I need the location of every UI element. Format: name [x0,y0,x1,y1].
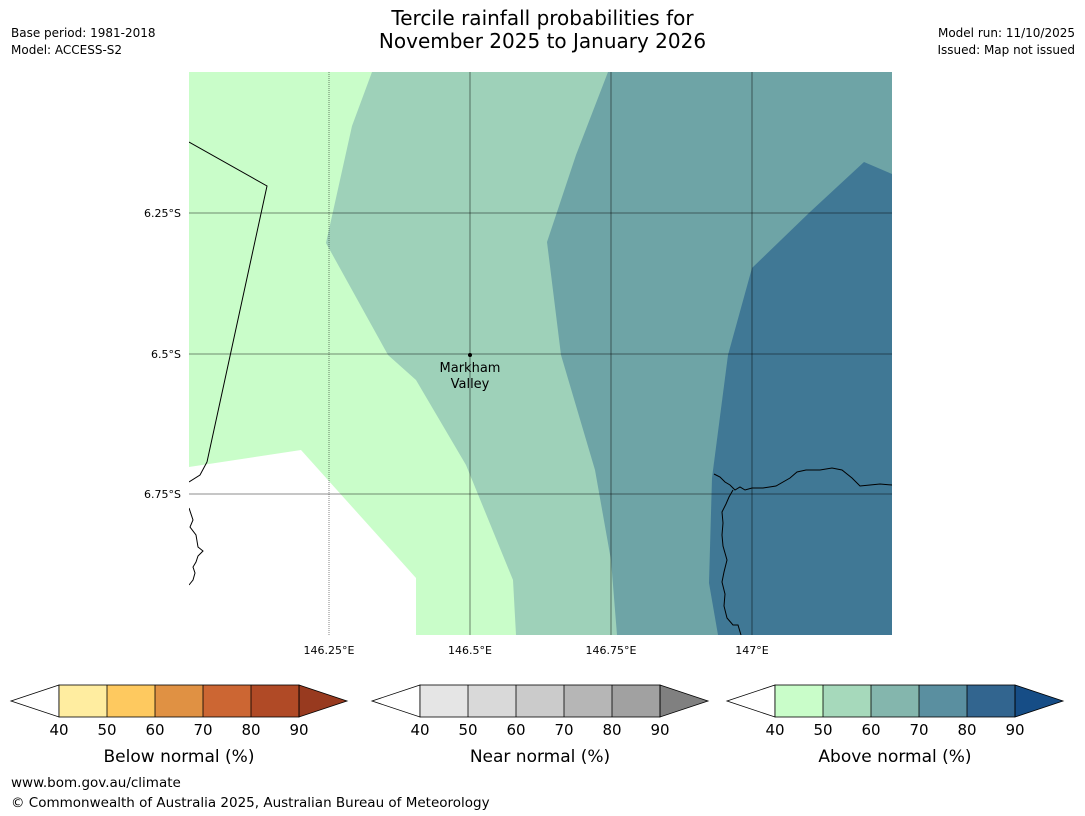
coastline-east [721,489,742,635]
place-label-line1: Markham [440,361,501,376]
legend-swatch [919,685,967,717]
legend-tick: 40 [49,721,68,739]
header-right: Model run: 11/10/2025 Issued: Map not is… [937,25,1075,59]
model-run: Model run: 11/10/2025 [937,26,1075,40]
lon-label: 147°E [735,644,768,657]
legend-tick: 50 [97,721,116,739]
legend-arrow-low [9,684,60,718]
footer: www.bom.gov.au/climate © Commonwealth of… [11,773,490,813]
legend-swatch [203,685,251,717]
lon-label: 146.75°E [586,644,637,657]
legend-tick: 80 [957,721,976,739]
legend-tick: 40 [765,721,784,739]
legend-swatch [516,685,564,717]
title-line-2: November 2025 to January 2026 [378,29,707,53]
legend-tick: 90 [650,721,669,739]
legend-swatch [564,685,612,717]
legend-tick: 60 [145,721,164,739]
issued-status: Issued: Map not issued [937,43,1075,57]
legend-tick: 80 [602,721,621,739]
legend-swatch [823,685,871,717]
legend-swatch [251,685,299,717]
legend-arrow-low [725,684,776,718]
copyright: © Commonwealth of Australia 2025, Austra… [11,795,490,811]
legend-arrow-high [659,684,710,718]
legend-swatch [468,685,516,717]
legend-tick: 80 [241,721,260,739]
legend-tick: 40 [410,721,429,739]
map-area[interactable] [189,72,892,635]
legend-tick: 50 [458,721,477,739]
legend-swatch [612,685,660,717]
legend-swatch [775,685,823,717]
legend-swatch [420,685,468,717]
legend-tick: 70 [193,721,212,739]
legend-arrow-high [298,684,349,718]
legend-arrow-high [1014,684,1065,718]
lat-label: 6.5°S [151,348,181,361]
legend-tick: 70 [909,721,928,739]
coastline-gulf [713,467,892,491]
legend-swatch [871,685,919,717]
legend-below-normal: 40 50 60 70 80 90 Below normal (%) [9,684,349,767]
map-title: Tercile rainfall probabilities for Novem… [0,7,1085,53]
lat-label: 6.25°S [144,207,181,220]
website-link[interactable]: www.bom.gov.au/climate [11,775,181,791]
legend-tick: 60 [861,721,880,739]
legend-title: Near normal (%) [470,747,610,767]
place-label-line2: Valley [451,377,490,392]
coastline-west [189,507,204,586]
legend-swatch [59,685,107,717]
zone-no-signal [189,450,416,635]
lat-label: 6.75°S [144,488,181,501]
lon-label: 146.5°E [448,644,492,657]
legend-tick: 50 [813,721,832,739]
legend-tick: 90 [289,721,308,739]
model-name: Model: ACCESS-S2 [11,43,123,57]
legend-tick: 70 [554,721,573,739]
legend-swatch [107,685,155,717]
title-line-1: Tercile rainfall probabilities for [391,6,694,30]
legend-arrow-low [370,684,421,718]
legend-tick: 60 [506,721,525,739]
legend-title: Above normal (%) [818,747,971,767]
legend-swatch [967,685,1015,717]
legend-title: Below normal (%) [104,747,255,767]
zone-above-70-80 [709,162,892,635]
legend-above-normal: 40 50 60 70 80 90 Above normal (%) [725,684,1065,767]
place-marker[interactable] [468,353,472,357]
border-line [189,141,268,483]
lon-label: 146.25°E [304,644,355,657]
base-period: Base period: 1981-2018 [11,26,156,40]
header-left: Base period: 1981-2018 Model: ACCESS-S2 [11,25,156,59]
legend-near-normal: 40 50 60 70 80 90 Near normal (%) [370,684,710,767]
legend-swatch [155,685,203,717]
legend-tick: 90 [1005,721,1024,739]
